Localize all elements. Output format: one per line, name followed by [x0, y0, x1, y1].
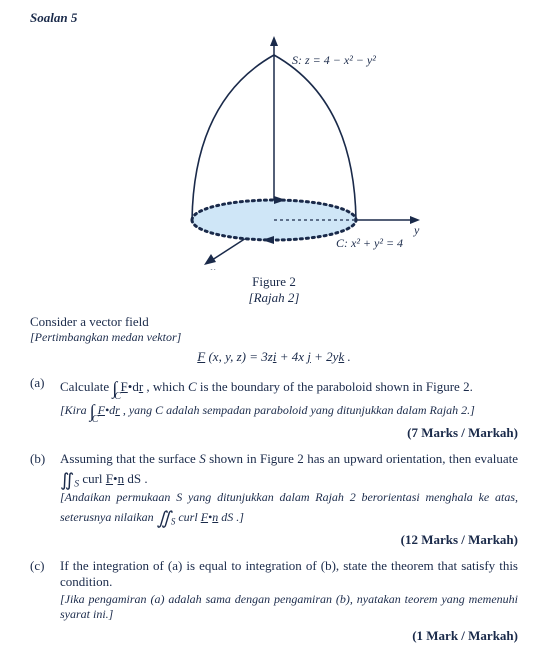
surface-eq-label: S: z = 4 − x² − y² [292, 53, 376, 67]
part-a-text-my: [Kira ∫C F•dr , yang C adalah sempadan p… [60, 398, 518, 419]
figure-2: S: z = 4 − x² − y² y x C: x² + y² = 4 Fi… [30, 30, 518, 306]
intro-en: Consider a vector field [30, 314, 518, 330]
part-b-text-my: [Andaikan permukaan S yang ditunjukkan d… [60, 490, 518, 526]
page: Soalan 5 S: z = 4 [0, 0, 540, 672]
x-axis-label: x [209, 264, 216, 270]
part-a-text-en: Calculate ∫C F•dr , which C is the bound… [60, 379, 473, 394]
part-c-label: (c) [30, 558, 60, 574]
part-b-label: (b) [30, 451, 60, 467]
figure-caption: Figure 2 [30, 274, 518, 290]
part-c: (c) If the integration of (a) is equal t… [30, 558, 518, 622]
paraboloid-diagram: S: z = 4 − x² − y² y x C: x² + y² = 4 [114, 30, 434, 270]
y-axis-label: y [413, 223, 420, 237]
part-a-label: (a) [30, 375, 60, 391]
part-b-text-en: Assuming that the surface S shown in Fig… [60, 451, 518, 486]
part-b-marks: (12 Marks / Markah) [30, 532, 518, 548]
intro-my: [Pertimbangkan medan vektor] [30, 330, 518, 345]
figure-caption-my: [Rajah 2] [30, 290, 518, 306]
part-a: (a) Calculate ∫C F•dr , which C is the b… [30, 375, 518, 419]
curve-eq-label: C: x² + y² = 4 [336, 236, 403, 250]
part-b: (b) Assuming that the surface S shown in… [30, 451, 518, 526]
question-number: Soalan 5 [30, 10, 518, 26]
part-c-text-en: If the integration of (a) is equal to in… [60, 558, 518, 589]
part-c-text-my: [Jika pengamiran (a) adalah sama dengan … [60, 592, 518, 622]
part-a-marks: (7 Marks / Markah) [30, 425, 518, 441]
part-c-marks: (1 Mark / Markah) [30, 628, 518, 644]
vector-field-equation: F (x, y, z) = 3zi + 4x j + 2yk . [30, 349, 518, 365]
